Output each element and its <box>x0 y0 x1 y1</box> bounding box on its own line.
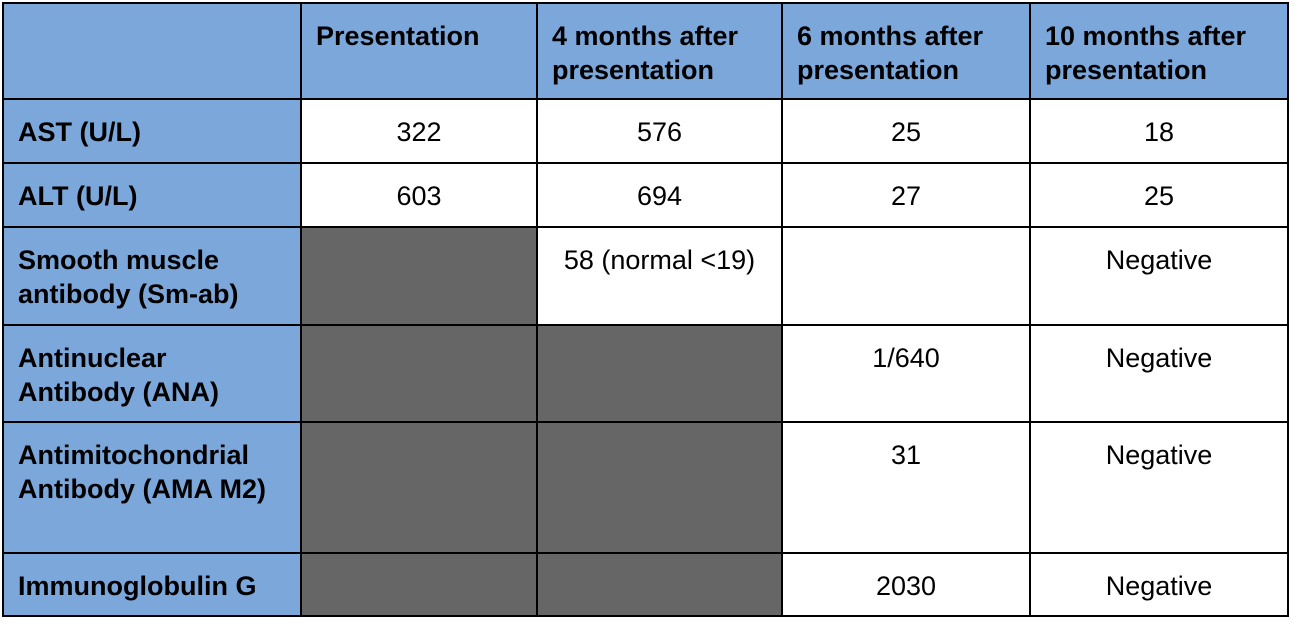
table-cell: 31 <box>781 421 1031 554</box>
table-cell: 1/640 <box>781 324 1031 423</box>
table-cell: Negative <box>1029 324 1289 423</box>
table-cell: 25 <box>1029 162 1289 228</box>
not-available-cell <box>300 324 538 423</box>
not-available-cell <box>300 421 538 554</box>
table-cell: 58 (normal <19) <box>536 226 783 326</box>
table-cell: 27 <box>781 162 1031 228</box>
row-label-ana: Antinuclear Antibody (ANA) <box>2 324 302 423</box>
table-row-alt: ALT (U/L) 603 694 27 25 <box>2 162 1289 228</box>
table-cell: 694 <box>536 162 783 228</box>
table-row-igg: Immunoglobulin G 2030 Negative <box>2 552 1289 617</box>
table-row-ast: AST (U/L) 322 576 25 18 <box>2 98 1289 164</box>
header-presentation: Presentation <box>300 2 538 100</box>
table-cell: 322 <box>300 98 538 164</box>
table-cell: 2030 <box>781 552 1031 617</box>
not-available-cell <box>300 552 538 617</box>
table-cell: Negative <box>1029 226 1289 326</box>
header-4-months: 4 months after presentation <box>536 2 783 100</box>
lab-results-table: Presentation 4 months after presentation… <box>2 2 1289 617</box>
table-cell: 603 <box>300 162 538 228</box>
not-available-cell <box>536 324 783 423</box>
not-available-cell <box>536 552 783 617</box>
row-label-sm-ab: Smooth muscle antibody (Sm-ab) <box>2 226 302 326</box>
table-cell: Negative <box>1029 421 1289 554</box>
header-corner-cell <box>2 2 302 100</box>
row-label-ama: Antimitochondrial Antibody (AMA M2) <box>2 421 302 554</box>
table-cell: 18 <box>1029 98 1289 164</box>
header-row: Presentation 4 months after presentation… <box>2 2 1289 100</box>
table-cell: 25 <box>781 98 1031 164</box>
table-row-ama: Antimitochondrial Antibody (AMA M2) 31 N… <box>2 421 1289 554</box>
table-cell: Negative <box>1029 552 1289 617</box>
table-cell: 576 <box>536 98 783 164</box>
not-available-cell <box>536 421 783 554</box>
table-cell <box>781 226 1031 326</box>
table-row-sm-ab: Smooth muscle antibody (Sm-ab) 58 (norma… <box>2 226 1289 326</box>
row-label-ast: AST (U/L) <box>2 98 302 164</box>
row-label-alt: ALT (U/L) <box>2 162 302 228</box>
row-label-igg: Immunoglobulin G <box>2 552 302 617</box>
table-row-ana: Antinuclear Antibody (ANA) 1/640 Negativ… <box>2 324 1289 423</box>
header-6-months: 6 months after presentation <box>781 2 1031 100</box>
not-available-cell <box>300 226 538 326</box>
header-10-months: 10 months after presentation <box>1029 2 1289 100</box>
